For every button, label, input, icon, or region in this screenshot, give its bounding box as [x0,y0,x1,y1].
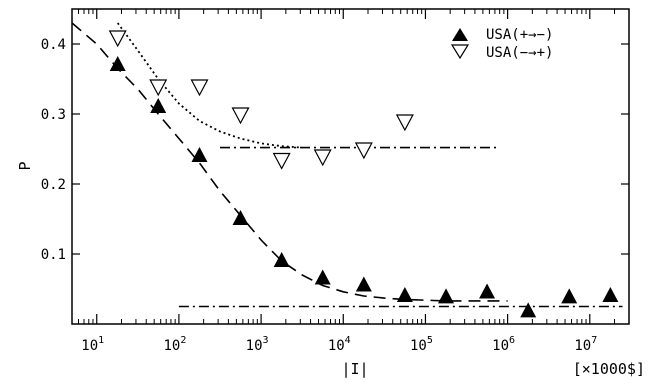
x-tick-label: 106 [492,335,515,354]
dashed-curve [71,22,508,302]
point-open-triangle [395,114,414,132]
y-tick-label: 0.3 [41,107,66,123]
point-filled-triangle [396,287,413,302]
x-axis-label: |I| [341,360,368,378]
point-open-triangle [190,79,209,97]
y-axis-label: P [16,161,34,170]
point-open-triangle [313,149,332,167]
y-tick-label: 0.2 [41,177,66,193]
fit-curves [71,22,623,308]
point-filled-triangle [109,56,126,71]
point-filled-triangle [602,287,619,302]
point-open-triangle [272,152,291,170]
point-open-triangle [108,30,127,48]
plot-frame [71,8,630,325]
x-tick-label: 101 [81,335,104,354]
x-tick-label: 105 [410,335,433,354]
point-filled-triangle [314,269,331,285]
x-tick-label: 104 [328,335,351,354]
point-open-triangle [231,107,250,125]
x-tick-label: 102 [163,335,186,354]
dotted-curve [116,22,303,149]
point-filled-triangle [438,288,455,304]
point-filled-triangle [232,210,249,225]
legend-marker-open-triangle [450,44,470,60]
point-filled-triangle [520,302,537,318]
x-tick-label: 107 [574,335,597,354]
point-filled-triangle [273,252,290,267]
point-filled-triangle [191,147,208,162]
point-open-triangle [354,142,373,160]
point-filled-triangle [479,283,496,299]
point-filled-triangle [561,288,578,304]
x-axis-unit: [×1000$] [573,360,645,378]
axis-ticks: 0.1 0.2 0.3 0.4 101 102 103 104 105 106 107 [41,9,630,354]
y-tick-label: 0.1 [41,247,66,263]
point-filled-triangle [150,98,167,113]
x-tick-label: 103 [246,335,269,354]
point-open-triangle [149,79,168,97]
legend-entry-series-2: USA(−→+) [486,45,553,61]
data-markers [108,30,619,318]
legend: USA(+→−) USA(−→+) [450,27,553,61]
legend-entry-series-1: USA(+→−) [486,27,553,43]
point-filled-triangle [355,276,372,292]
y-tick-label: 0.4 [41,37,66,53]
legend-marker-filled-triangle [452,28,468,41]
